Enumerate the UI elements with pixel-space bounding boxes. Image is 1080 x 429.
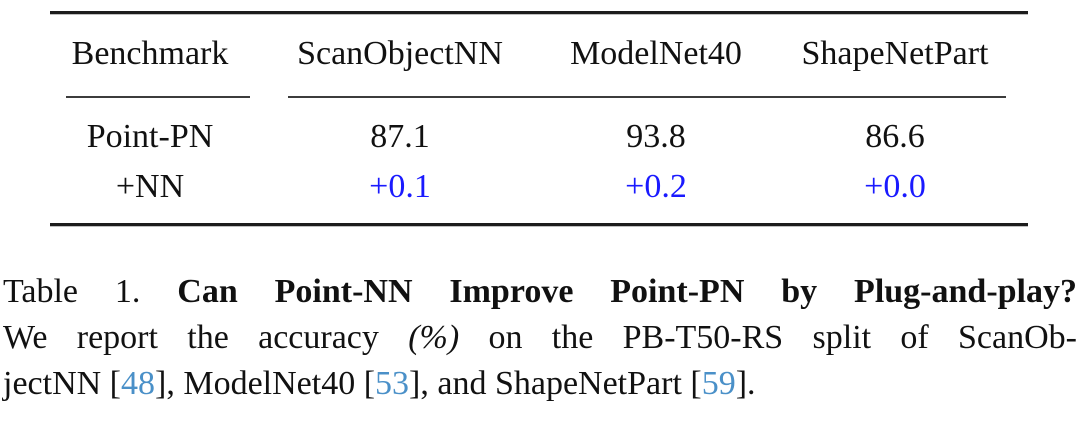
caption-line2-text-b: on the PB-T50-RS split of ScanOb- [459,319,1077,356]
caption-line3-text-d: ]. [735,365,756,402]
col-header-scanobjectnn: ScanObjectNN [297,35,503,72]
citation-53[interactable]: 53 [375,365,410,402]
row-pointpn-modelnet40: 93.8 [626,118,686,155]
citation-48[interactable]: 48 [121,365,156,402]
caption-line-2: We report the accuracy (%) on the PB-T50… [3,315,1077,361]
caption-line2-text-a: We report the accuracy [3,319,409,356]
caption-line-3: jectNN [48], ModelNet40 [53], and ShapeN… [3,361,1077,407]
row-pointpn-scanobjectnn: 87.1 [370,118,430,155]
table-bottom-rule [50,223,1028,226]
midrule-benchmark-column [66,96,250,98]
caption-line3-text-b: ], ModelNet40 [ [155,365,376,402]
caption-line3-text-a: jectNN [ [3,365,122,402]
col-header-shapenetpart: ShapeNetPart [801,35,989,72]
col-header-modelnet40: ModelNet40 [570,35,742,72]
table-caption: Table 1. Can Point-NN Improve Point-PN b… [3,269,1077,407]
row-plusnn-modelnet40: +0.2 [625,168,687,205]
caption-percent: (%) [408,319,460,356]
table-top-rule [50,11,1028,14]
row-plusnn-scanobjectnn: +0.1 [369,168,431,205]
col-header-benchmark: Benchmark [71,35,229,72]
caption-table-label: Table 1. [3,273,141,310]
caption-line-1: Table 1. Can Point-NN Improve Point-PN b… [3,269,1077,315]
row-plusnn-label: +NN [115,168,185,205]
row-pointpn-shapenetpart: 86.6 [865,118,925,155]
caption-title: Can Point-NN Improve Point-PN by Plug-an… [140,273,1077,310]
row-pointpn-label: Point-PN [86,118,214,155]
midrule-dataset-columns [288,96,1006,98]
caption-line3-text-c: ], and ShapeNetPart [ [409,365,702,402]
row-plusnn-shapenetpart: +0.0 [864,168,926,205]
citation-59[interactable]: 59 [701,365,736,402]
